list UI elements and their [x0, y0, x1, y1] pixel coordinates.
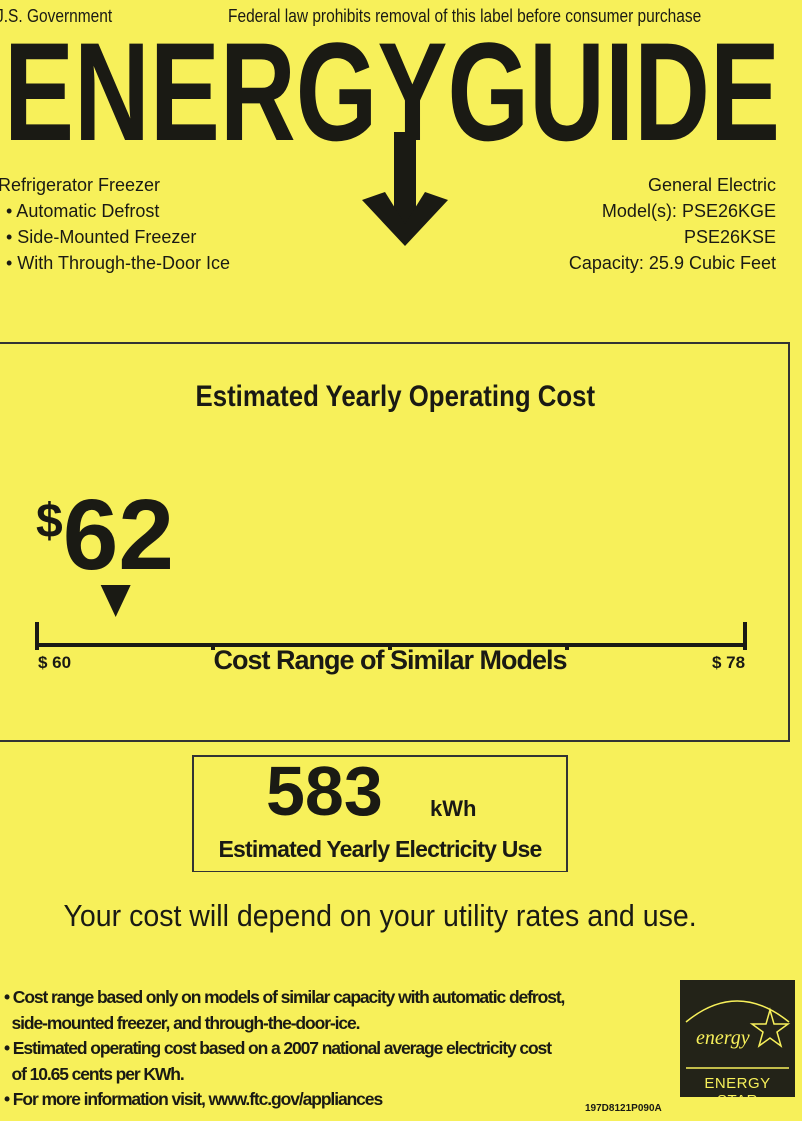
disclaimer: Your cost will depend on your utility ra… [63, 898, 697, 933]
cost-amount: $62 [36, 479, 174, 591]
cost-marker-icon [100, 585, 131, 617]
electricity-box [192, 755, 568, 872]
footnote: • For more information visit, www.ftc.go… [4, 1089, 383, 1109]
arrow-down-icon [362, 132, 448, 246]
cost-scale [35, 585, 747, 650]
label-code: 197D8121P090A [585, 1103, 662, 1114]
models-2: PSE26KSE [683, 227, 776, 247]
feature-item: • Side-Mounted Freezer [6, 227, 197, 247]
government-label: J.S. Government [0, 6, 113, 26]
kwh-value: 583 [266, 752, 383, 830]
brand: General Electric [647, 175, 776, 195]
operating-cost-box [0, 342, 790, 742]
range-label: Cost Range of Similar Models [213, 645, 567, 675]
range-min-label: $ 60 [38, 653, 72, 672]
logo-text: ENERGYGUIDE [4, 32, 780, 170]
svg-text:energy: energy [696, 1027, 750, 1049]
energy-star-label: ENERGY STAR [704, 1075, 771, 1109]
kwh-label: Estimated Yearly Electricity Use [218, 836, 542, 862]
removal-notice: Federal law prohibits removal of this la… [228, 6, 702, 26]
range-max-label: $ 78 [712, 653, 746, 672]
kwh-unit: kWh [430, 796, 477, 821]
footnote: • Cost range based only on models of sim… [4, 987, 565, 1007]
energy-star-icon: energy [685, 1000, 791, 1069]
models: Model(s): PSE26KGE [601, 201, 776, 221]
footnote: of 10.65 cents per KWh. [4, 1063, 185, 1084]
product-info: Refrigerator Freezer • Automatic Defrost… [0, 172, 230, 276]
footnotes: • Cost range based only on models of sim… [4, 985, 565, 1113]
feature-item: • Automatic Defrost [6, 201, 160, 221]
cost-title: Estimated Yearly Operating Cost [195, 380, 595, 413]
footnote: • Estimated operating cost based on a 20… [4, 1038, 552, 1058]
capacity: Capacity: 25.9 Cubic Feet [568, 253, 776, 273]
feature-item: • With Through-the-Door Ice [6, 253, 231, 273]
manufacturer-info: General Electric Model(s): PSE26KGE PSE2… [569, 172, 776, 276]
energyguide-logo: ENERGYGUIDE [4, 32, 780, 246]
product-type: Refrigerator Freezer [0, 175, 161, 195]
energy-star-logo: energy ENERGY STAR [680, 980, 795, 1109]
footnote: side-mounted freezer, and through-the-do… [4, 1012, 361, 1033]
